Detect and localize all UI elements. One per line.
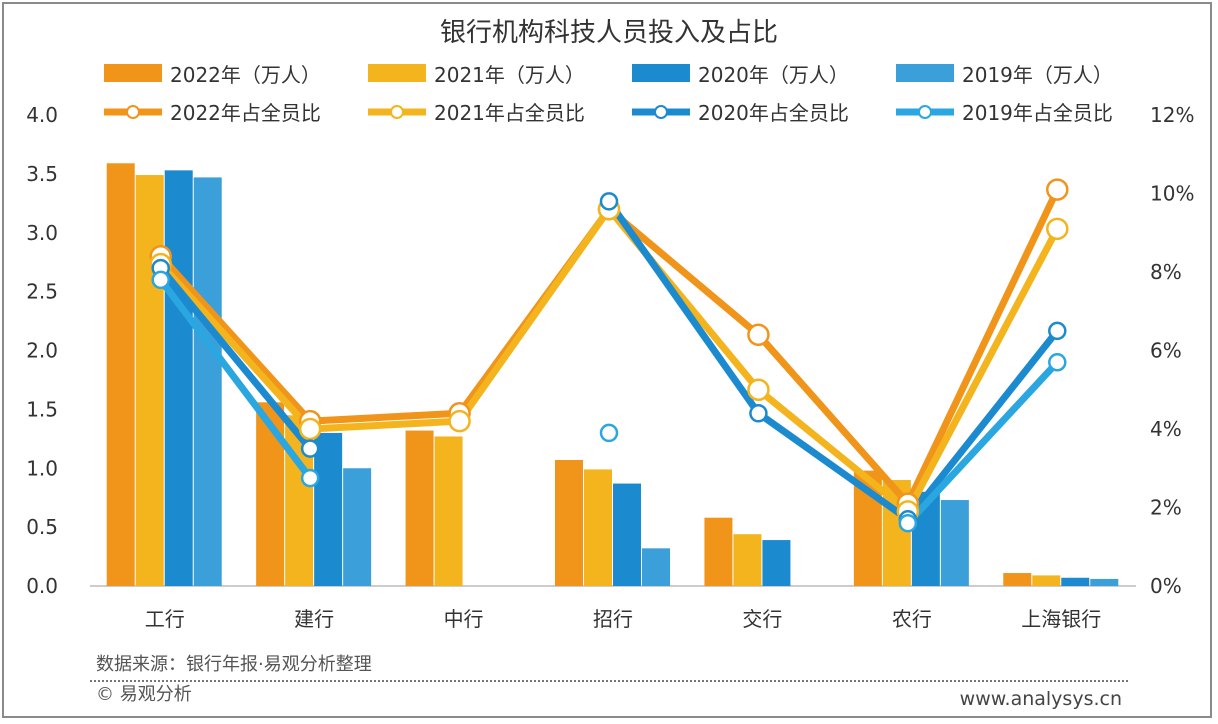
x-tick-label: 建行 xyxy=(294,607,334,631)
legend-label: 2020年（万人） xyxy=(698,63,849,87)
bar-上海银行-1 xyxy=(1032,575,1061,586)
bar-建行-3 xyxy=(343,468,372,586)
y-right-tick-label: 12% xyxy=(1150,103,1194,127)
legend-swatch-bar xyxy=(896,64,954,82)
bar-招行-2 xyxy=(613,483,641,586)
legend-label: 2022年（万人） xyxy=(170,63,321,87)
line-marker-招行-3 xyxy=(599,423,619,443)
chart-title: 银行机构科技人员投入及占比 xyxy=(439,18,778,48)
bar-上海银行-0 xyxy=(1003,573,1032,586)
legend-swatch-bar xyxy=(632,64,690,82)
bar-建行-2 xyxy=(314,432,343,586)
y-left-tick-label: 3.5 xyxy=(26,162,58,186)
legend-label: 2020年占全员比 xyxy=(698,101,849,125)
legend-label: 2019年（万人） xyxy=(962,63,1113,87)
line-marker-交行-0 xyxy=(747,323,770,347)
legend-label: 2021年占全员比 xyxy=(434,101,585,125)
legend-label: 2022年占全员比 xyxy=(170,101,321,125)
copyright: © 易观分析 xyxy=(96,684,192,705)
line-marker-建行-3 xyxy=(300,468,320,488)
bar-上海银行-3 xyxy=(1090,578,1119,586)
bar-中行-0 xyxy=(405,430,434,586)
legend-swatch-bar xyxy=(368,64,426,82)
line-series-2 xyxy=(158,265,313,451)
line-marker-工行-3 xyxy=(151,270,170,290)
y-left-tick-label: 2.5 xyxy=(26,280,58,304)
y-right-tick-label: 4% xyxy=(1150,417,1182,441)
line-marker-上海银行-1 xyxy=(1046,217,1069,241)
x-tick-label: 上海银行 xyxy=(1021,607,1101,631)
line-series-3 xyxy=(157,277,313,481)
legend-swatch-bar xyxy=(104,64,162,82)
y-left-tick-label: 0.5 xyxy=(26,515,58,539)
line-marker-建行-2 xyxy=(300,439,320,458)
line-marker-交行-2 xyxy=(749,404,768,423)
bar-招行-1 xyxy=(584,469,612,586)
divider xyxy=(90,680,1128,682)
legend-marker xyxy=(918,105,932,119)
line-series-3 xyxy=(905,359,1060,526)
y-left-tick-label: 2.0 xyxy=(26,339,58,363)
x-tick-label: 交行 xyxy=(742,607,782,631)
legend-marker xyxy=(654,105,668,119)
x-tick-label: 招行 xyxy=(593,607,633,631)
x-tick-label: 工行 xyxy=(145,607,185,631)
bar-交行-2 xyxy=(762,540,791,586)
bar-工行-0 xyxy=(106,163,135,586)
bar-工行-1 xyxy=(135,175,164,587)
bar-招行-3 xyxy=(642,548,670,586)
y-right-tick-label: 6% xyxy=(1150,339,1182,363)
y-right-tick-label: 10% xyxy=(1150,182,1194,206)
legend-marker xyxy=(126,105,140,119)
bar-上海银行-2 xyxy=(1061,577,1090,586)
x-tick-label: 农行 xyxy=(892,607,932,631)
legend-label: 2019年占全员比 xyxy=(962,101,1113,125)
bar-工行-2 xyxy=(164,170,193,586)
line-marker-中行-1 xyxy=(448,409,471,433)
y-left-tick-label: 3.0 xyxy=(26,221,58,245)
line-marker-上海银行-0 xyxy=(1046,178,1069,201)
bar-中行-1 xyxy=(434,436,463,586)
y-left-tick-label: 1.5 xyxy=(26,397,58,421)
legend-label: 2021年（万人） xyxy=(434,63,585,87)
y-right-tick-label: 0% xyxy=(1150,574,1182,598)
line-marker-农行-3 xyxy=(898,513,918,533)
legend-marker xyxy=(390,105,404,119)
line-marker-上海银行-2 xyxy=(1048,321,1067,341)
y-left-tick-label: 4.0 xyxy=(26,103,58,127)
y-right-tick-label: 2% xyxy=(1150,496,1182,520)
line-marker-招行-2 xyxy=(599,192,619,211)
bar-交行-0 xyxy=(704,517,733,586)
bar-工行-3 xyxy=(193,177,222,586)
bar-招行-0 xyxy=(555,460,583,586)
line-series-2 xyxy=(606,199,1061,523)
line-marker-上海银行-3 xyxy=(1048,353,1067,372)
bar-交行-1 xyxy=(733,534,762,586)
x-tick-label: 中行 xyxy=(444,607,484,631)
bar-农行-3 xyxy=(940,500,969,586)
y-right-tick-label: 8% xyxy=(1150,260,1182,284)
y-left-tick-label: 1.0 xyxy=(26,456,58,480)
website: www.analysys.cn xyxy=(959,688,1122,710)
line-marker-交行-1 xyxy=(747,378,770,401)
line-marker-建行-1 xyxy=(298,417,322,441)
source-note: 数据来源：银行年报·易观分析整理 xyxy=(96,654,372,675)
y-left-tick-label: 0.0 xyxy=(26,574,58,598)
